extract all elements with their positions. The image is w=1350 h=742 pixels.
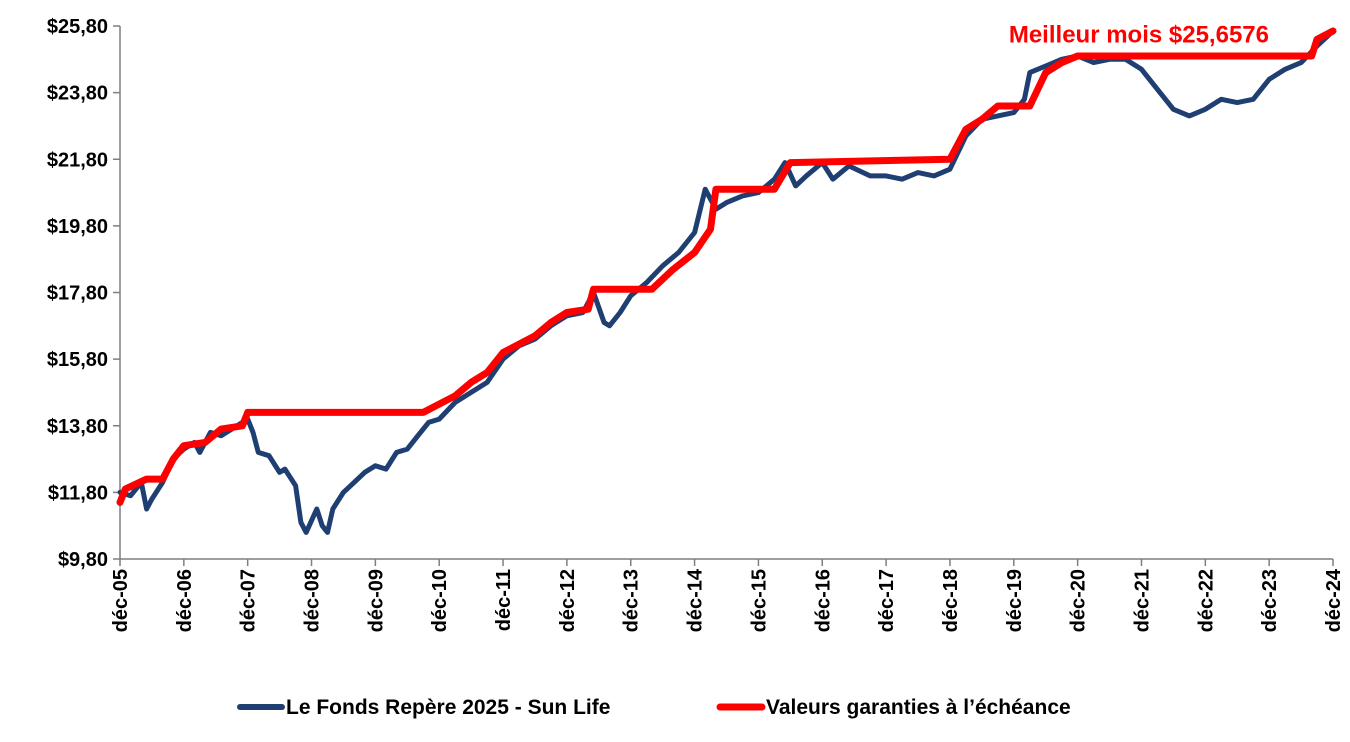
x-tick-label: déc-22 <box>1195 569 1217 632</box>
x-tick-label: déc-12 <box>557 569 579 632</box>
x-tick-label: déc-19 <box>1004 569 1026 632</box>
x-tick-label: déc-16 <box>812 569 834 632</box>
x-axis: déc-05 déc-06 déc-07 déc-08 déc-09 déc-10 déc-… <box>110 558 1345 632</box>
x-tick-label: déc-10 <box>429 569 451 632</box>
x-tick-label: déc-09 <box>365 569 387 632</box>
x-tick-label: déc-14 <box>685 568 707 632</box>
x-tick-label: déc-20 <box>1068 569 1090 632</box>
x-tick-label: déc-11 <box>493 569 515 631</box>
x-tick-label: déc-17 <box>876 569 898 632</box>
y-tick-label: $25,80 <box>47 16 108 38</box>
legend-label-guaranteed: Valeurs garanties à l’échéance <box>766 696 1071 719</box>
y-tick-label: $9,80 <box>58 549 108 571</box>
y-tick-label: $21,80 <box>47 149 108 171</box>
legend-item-guaranteed: Valeurs garanties à l’échéance <box>716 696 1071 719</box>
x-tick-label: déc-13 <box>621 569 643 632</box>
y-tick-label: $19,80 <box>47 216 108 238</box>
y-tick-label: $23,80 <box>47 83 108 105</box>
legend: Le Fonds Repère 2025 - Sun Life Valeurs … <box>237 696 1071 719</box>
x-tick-label: déc-15 <box>748 569 770 632</box>
series-layer <box>116 27 1337 535</box>
x-tick-label: déc-18 <box>940 569 962 632</box>
y-tick-label: $13,80 <box>47 416 108 438</box>
y-tick-label: $17,80 <box>47 283 108 305</box>
best-month-annotation: Meilleur mois $25,6576 <box>1009 22 1269 49</box>
y-axis: $9,80 $11,80 $13,80 $15,80 $17,80 $19,80 $21,8… <box>47 16 121 571</box>
x-tick-label: déc-07 <box>238 569 260 632</box>
series-line-guaranteed <box>116 27 1337 506</box>
x-tick-label: déc-05 <box>110 569 132 632</box>
x-tick-label: déc-06 <box>174 569 196 632</box>
legend-label-fund: Le Fonds Repère 2025 - Sun Life <box>286 696 610 719</box>
x-tick-label: déc-24 <box>1323 568 1345 632</box>
x-tick-label: déc-23 <box>1259 569 1281 632</box>
x-tick-label: déc-21 <box>1131 569 1153 632</box>
y-tick-label: $11,80 <box>48 482 108 504</box>
legend-item-fund: Le Fonds Repère 2025 - Sun Life <box>237 696 610 719</box>
y-tick-label: $15,80 <box>47 349 108 371</box>
series-line-fund <box>117 28 1336 535</box>
x-tick-label: déc-08 <box>302 569 324 632</box>
